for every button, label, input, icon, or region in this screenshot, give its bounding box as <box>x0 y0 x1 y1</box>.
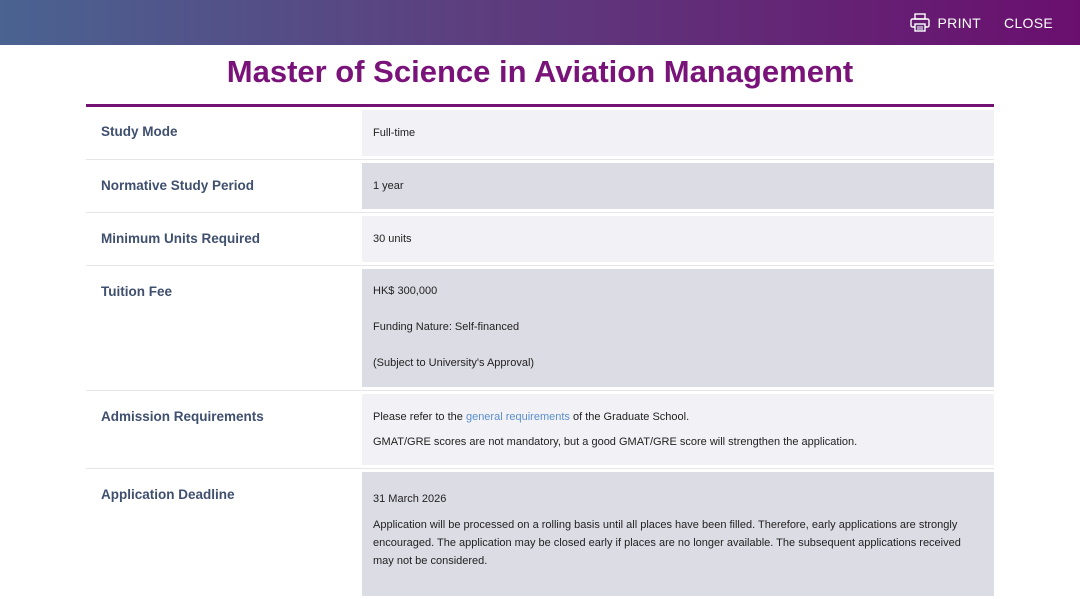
row-study-mode: Study Mode Full-time <box>86 107 994 160</box>
tuition-approval-note: (Subject to University's Approval) <box>373 357 535 369</box>
close-button[interactable]: CLOSE <box>1004 15 1053 31</box>
study-period-value: 1 year <box>362 163 994 209</box>
admission-requirements-value: Please refer to the general requirements… <box>362 394 994 465</box>
row-application-deadline: Application Deadline 31 March 2026 Appli… <box>86 469 994 599</box>
tuition-fee-label: Tuition Fee <box>101 284 172 299</box>
study-mode-value: Full-time <box>362 110 994 156</box>
title-divider <box>86 104 994 107</box>
study-period-text: 1 year <box>373 180 404 192</box>
admission-suffix: of the Graduate School. <box>569 411 690 423</box>
application-deadline-label: Application Deadline <box>101 487 235 502</box>
study-mode-label: Study Mode <box>101 124 178 139</box>
application-deadline-value: 31 March 2026 Application will be proces… <box>362 472 994 596</box>
row-study-period: Normative Study Period 1 year <box>86 160 994 213</box>
minimum-units-value: 30 units <box>362 216 994 262</box>
programme-info-table: Study Mode Full-time Normative Study Per… <box>86 107 994 599</box>
page-title: Master of Science in Aviation Management <box>226 54 854 89</box>
close-label: CLOSE <box>1004 14 1053 31</box>
tuition-fee-value: HK$ 300,000 Funding Nature: Self-finance… <box>362 269 994 387</box>
tuition-funding-nature: Funding Nature: Self-financed <box>373 321 520 333</box>
print-label: PRINT <box>937 14 982 31</box>
minimum-units-text: 30 units <box>373 233 412 245</box>
tuition-fee-amount: HK$ 300,000 <box>373 285 438 297</box>
admission-requirements-label: Admission Requirements <box>101 409 264 424</box>
row-minimum-units: Minimum Units Required 30 units <box>86 213 994 266</box>
print-button[interactable]: PRINT <box>909 13 982 32</box>
admission-prefix: Please refer to the <box>373 411 466 423</box>
study-mode-text: Full-time <box>373 127 416 139</box>
application-deadline-note: Application will be processed on a rolli… <box>373 519 961 567</box>
admission-line-2: GMAT/GRE scores are not mandatory, but a… <box>373 436 858 448</box>
study-period-label: Normative Study Period <box>101 178 255 193</box>
row-tuition-fee: Tuition Fee HK$ 300,000 Funding Nature: … <box>86 266 994 391</box>
application-deadline-date: 31 March 2026 <box>373 493 447 505</box>
top-bar: PRINT CLOSE <box>0 0 1080 45</box>
general-requirements-link[interactable]: general requirements <box>465 411 570 423</box>
row-admission-requirements: Admission Requirements Please refer to t… <box>86 391 994 469</box>
admission-line-1: Please refer to the general requirements… <box>373 411 983 436</box>
minimum-units-label: Minimum Units Required <box>101 231 261 246</box>
printer-icon <box>909 13 930 32</box>
